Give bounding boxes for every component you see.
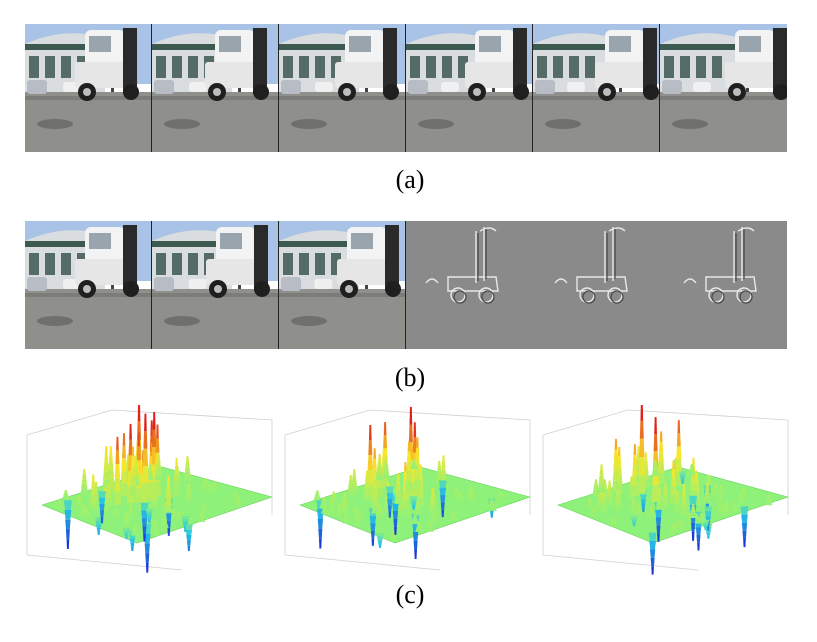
rgb-frame [25, 221, 152, 349]
caption-a: (a) [395, 165, 425, 194]
surface-plot [284, 406, 532, 571]
video-frame [660, 24, 787, 152]
difference-frame [406, 221, 533, 349]
video-frame [533, 24, 660, 152]
surface-plot [542, 405, 790, 575]
caption-b: (b) [394, 363, 426, 392]
rgb-frame [279, 221, 406, 349]
difference-frame [533, 221, 660, 349]
row-c-surface-plots [26, 405, 790, 575]
video-frame [152, 24, 279, 152]
row-a-video-frames [25, 24, 787, 152]
caption-c: (c) [395, 580, 425, 609]
video-frame [406, 24, 533, 152]
video-frame [279, 24, 406, 152]
video-frame [25, 24, 152, 152]
surface-plot [26, 405, 274, 573]
row-b-frames [25, 221, 787, 349]
difference-frame [660, 221, 787, 349]
rgb-frame [152, 221, 279, 349]
